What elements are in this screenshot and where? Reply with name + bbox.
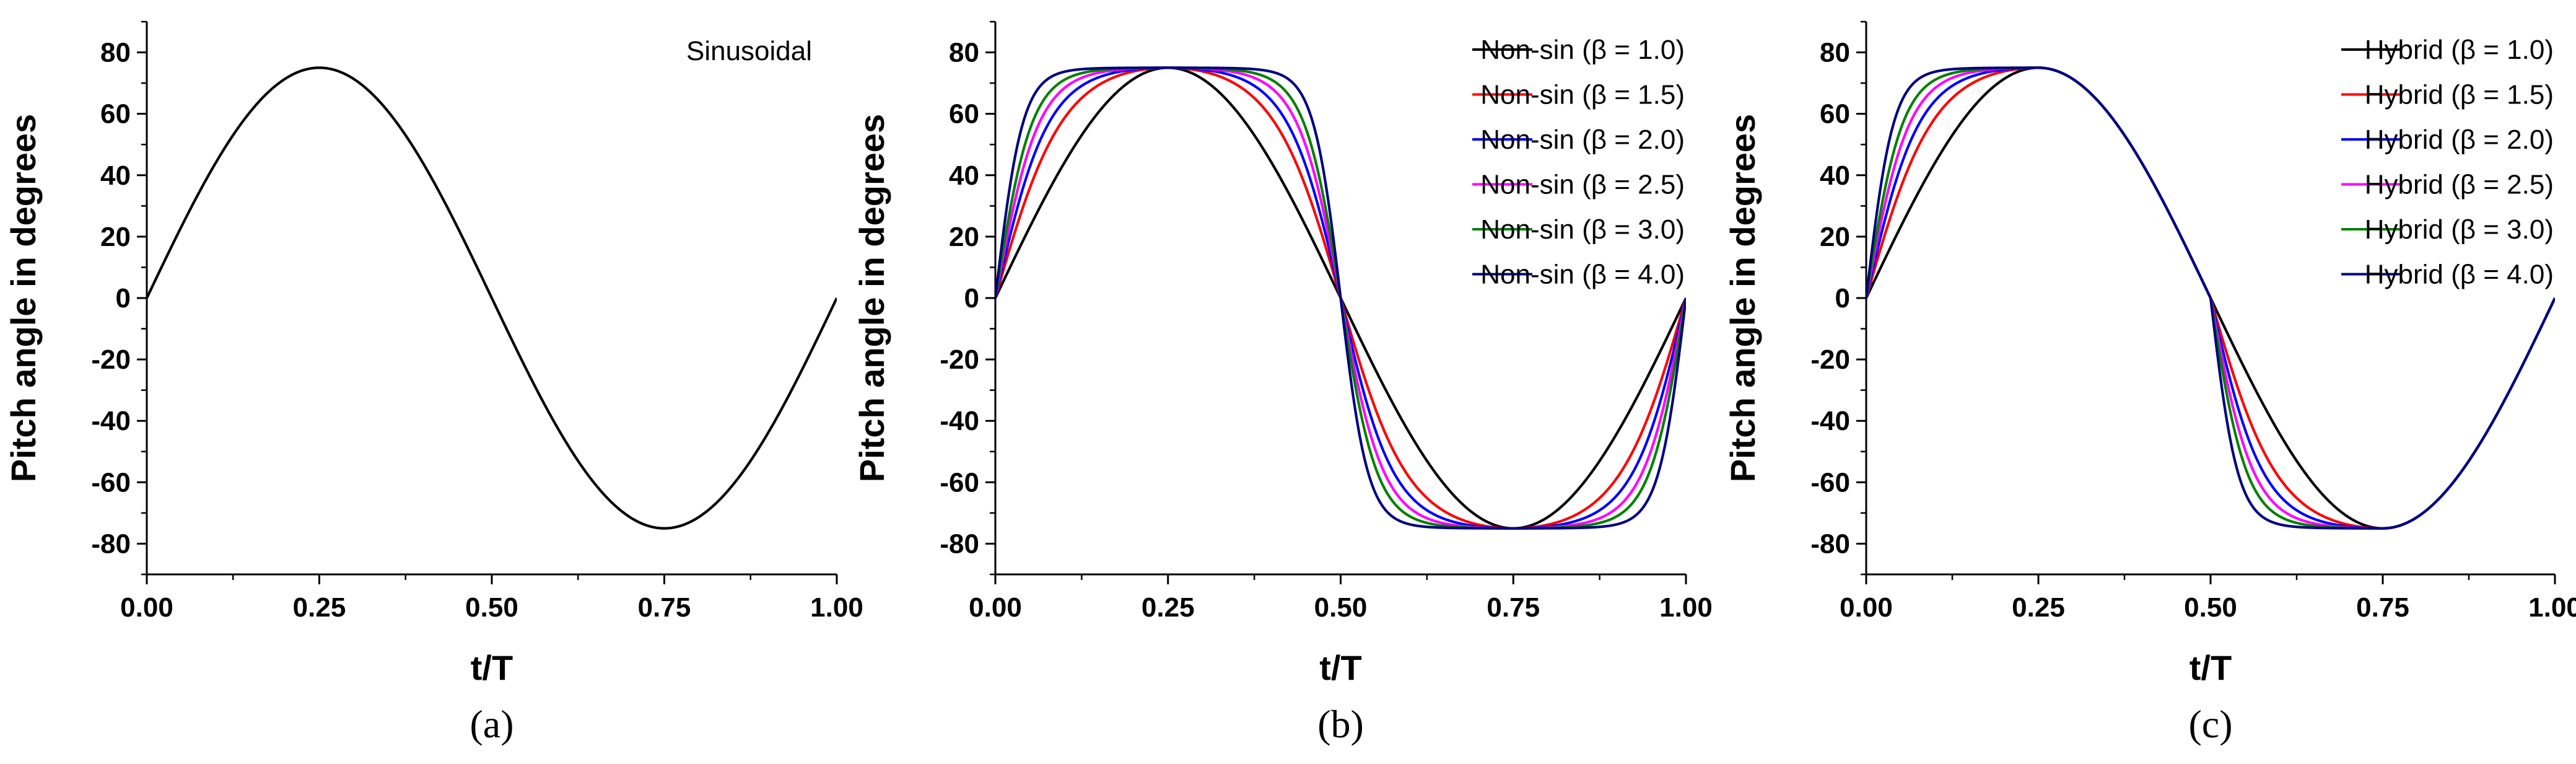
y-tick-label: -20 <box>940 345 979 375</box>
x-tick-label: 0.00 <box>1840 592 1893 623</box>
chart-panel-a: 80 60 40 20 0 -20 -40 -60 -80 0.00 0.25 0.50 0.75 1.0… <box>4 20 863 746</box>
y-tick-label: -40 <box>940 406 979 436</box>
x-tick-label: 0.25 <box>2012 592 2065 623</box>
legend-label: Non-sin (β = 2.5) <box>1480 170 1685 200</box>
legend: Hybrid (β = 1.0) Hybrid (β = 1.5) Hybrid (… <box>2341 35 2554 290</box>
y-tick-label: -80 <box>940 529 979 559</box>
y-tick-label: -80 <box>1810 529 1850 559</box>
y-tick-label: 0 <box>964 283 979 314</box>
panel-caption: (c) <box>2188 702 2232 746</box>
y-axis-title: Pitch angle in degrees <box>4 114 43 482</box>
y-tick-label: -60 <box>1810 467 1850 498</box>
legend-label: Hybrid (β = 4.0) <box>2365 260 2554 290</box>
y-tick-label: -20 <box>91 345 131 375</box>
x-axis-title: t/T <box>1319 648 1361 687</box>
series-line <box>995 66 1686 530</box>
series-line <box>1866 66 2555 530</box>
x-tick-label: 0.50 <box>2184 592 2237 623</box>
x-tick-label: 1.00 <box>2528 592 2576 623</box>
x-tick-label: 0.00 <box>120 592 173 623</box>
panel-caption: (a) <box>469 702 513 746</box>
x-tick-label: 1.00 <box>1659 592 1713 623</box>
series-line <box>147 66 837 530</box>
y-tick-label: -40 <box>91 406 131 436</box>
x-tick-label: 1.00 <box>810 592 863 623</box>
x-axis-title: t/T <box>471 648 513 687</box>
y-tick-label: 20 <box>100 222 131 252</box>
y-tick-label: -60 <box>91 467 131 498</box>
chart-panel-c: 80 60 40 20 0 -20 -40 -60 -80 0.00 0.25 0.50 0.75 1.0… <box>1723 20 2576 746</box>
y-tick-label: 60 <box>1820 99 1850 130</box>
y-tick-label: -80 <box>91 529 131 559</box>
y-axis-title: Pitch angle in degrees <box>1723 114 1762 482</box>
x-tick-label: 0.50 <box>1314 592 1368 623</box>
legend-label: Hybrid (β = 1.0) <box>2365 35 2554 65</box>
y-tick-label: -40 <box>1810 406 1850 436</box>
y-tick-label: 40 <box>100 160 131 191</box>
panel-caption: (b) <box>1317 702 1364 746</box>
legend-label: Hybrid (β = 2.5) <box>2365 170 2554 200</box>
chart-panel-b: 80 60 40 20 0 -20 -40 -60 -80 0.00 0.25 0.50 0.75 1.0… <box>852 20 1713 746</box>
y-tick-label: 60 <box>100 99 131 130</box>
y-tick-label: 80 <box>949 38 979 68</box>
waveform-annotation: Sinusoidal <box>686 36 812 66</box>
y-tick-label: 0 <box>116 283 131 314</box>
legend-label: Non-sin (β = 2.0) <box>1480 125 1685 155</box>
y-tick-label: 60 <box>949 99 979 130</box>
legend-label: Non-sin (β = 1.5) <box>1480 80 1685 110</box>
legend-label: Non-sin (β = 1.0) <box>1480 35 1685 65</box>
legend-label: Non-sin (β = 3.0) <box>1480 214 1685 245</box>
legend-label: Non-sin (β = 4.0) <box>1480 260 1685 290</box>
y-tick-label: 20 <box>1820 222 1850 252</box>
y-tick-label: 40 <box>949 160 979 191</box>
x-tick-label: 0.75 <box>638 592 691 623</box>
y-tick-label: 20 <box>949 222 979 252</box>
y-tick-label: 40 <box>1820 160 1850 191</box>
x-tick-label: 0.25 <box>293 592 346 623</box>
legend: Non-sin (β = 1.0) Non-sin (β = 1.5) Non-si… <box>1472 35 1685 290</box>
y-tick-label: 80 <box>100 38 131 68</box>
x-tick-label: 0.00 <box>969 592 1022 623</box>
y-axis-title: Pitch angle in degrees <box>852 114 891 482</box>
x-tick-label: 0.75 <box>1487 592 1540 623</box>
x-axis-title: t/T <box>2190 648 2232 687</box>
legend-label: Hybrid (β = 1.5) <box>2365 80 2554 110</box>
y-tick-label: -20 <box>1810 345 1850 375</box>
y-tick-label: -60 <box>940 467 979 498</box>
x-tick-label: 0.75 <box>2356 592 2409 623</box>
y-tick-label: 0 <box>1835 283 1850 314</box>
legend-label: Hybrid (β = 3.0) <box>2365 214 2554 245</box>
x-tick-label: 0.25 <box>1142 592 1195 623</box>
x-tick-label: 0.50 <box>465 592 518 623</box>
y-tick-label: 80 <box>1820 38 1850 68</box>
legend-label: Hybrid (β = 2.0) <box>2365 125 2554 155</box>
